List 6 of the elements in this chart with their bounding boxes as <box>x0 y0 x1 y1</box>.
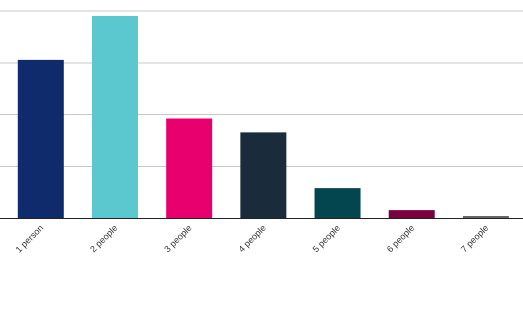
bar <box>18 60 64 218</box>
bar <box>92 16 138 218</box>
bar <box>388 210 435 218</box>
bar <box>166 118 212 218</box>
bar <box>314 188 361 218</box>
bar <box>240 132 286 218</box>
